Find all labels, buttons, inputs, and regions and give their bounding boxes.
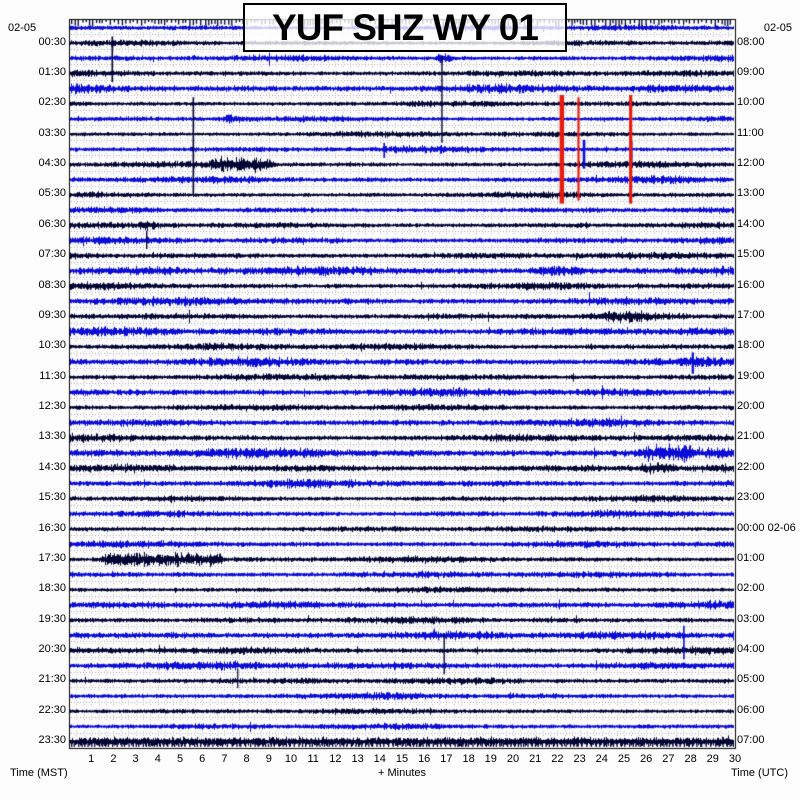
minute-tick-label: 25 (617, 753, 631, 765)
minute-tick-label: 22 (551, 753, 564, 765)
minute-tick-label: 14 (373, 753, 386, 765)
utc-time-label: 03:00 (737, 612, 765, 625)
minute-tick-label: 1 (88, 753, 95, 765)
minute-tick-label: 10 (284, 753, 298, 765)
mst-time-label: 10:30 (38, 339, 66, 352)
mst-time-label: 22:30 (38, 703, 66, 716)
utc-time-label: 04:00 (737, 643, 765, 656)
minute-tick-label: 20 (506, 753, 520, 765)
minute-tick-label: 30 (728, 753, 742, 765)
utc-time-label: 12:00 (737, 157, 765, 170)
minute-tick-label: 2 (110, 753, 117, 765)
minute-tick-label: 23 (573, 753, 586, 765)
station-title-box: YUF SHZ WY 01 (243, 3, 567, 52)
utc-time-label: 18:00 (737, 339, 765, 352)
utc-time-label: 16:00 (737, 278, 765, 291)
minute-tick-label: 16 (418, 753, 431, 765)
mst-time-label: 19:30 (38, 612, 66, 625)
minute-tick-label: 9 (265, 753, 272, 765)
utc-time-label: 00:00 02-06 (737, 521, 796, 534)
minute-tick-label: 8 (243, 753, 250, 765)
minute-tick-label: 19 (484, 753, 497, 765)
minute-tick-label: 21 (529, 753, 542, 765)
minute-tick-label: 11 (307, 753, 319, 765)
minute-tick-label: 18 (462, 753, 475, 765)
utc-time-label: 05:00 (737, 673, 765, 686)
utc-time-label: 01:00 (737, 551, 765, 564)
utc-time-label: 02:00 (737, 582, 765, 595)
minute-tick-label: 15 (395, 753, 409, 765)
mst-time-label: 12:30 (38, 400, 66, 413)
minute-tick-label: 13 (351, 753, 364, 765)
minutes-axis-caption: + Minutes (378, 767, 426, 779)
utc-time-label: 20:00 (737, 400, 765, 413)
utc-axis-caption: Time (UTC) (730, 767, 788, 779)
utc-time-label: 08:00 (737, 35, 765, 48)
mst-time-label: 11:30 (39, 369, 66, 382)
minute-tick-label: 24 (595, 753, 608, 765)
utc-time-label: 10:00 (737, 96, 765, 109)
mst-time-label: 09:30 (38, 308, 66, 321)
mst-time-label: 01:30 (38, 65, 66, 78)
minute-tick-label: 27 (662, 753, 675, 765)
utc-time-label: 13:00 (737, 187, 765, 200)
utc-time-label: 21:00 (737, 430, 765, 443)
minute-tick-label: 17 (440, 753, 453, 765)
station-title: YUF SHZ WY 01 (272, 6, 539, 48)
utc-time-label: 09:00 (737, 65, 765, 78)
mst-time-label: 16:30 (38, 521, 66, 534)
mst-time-label: 05:30 (38, 187, 66, 200)
mst-time-label: 18:30 (38, 582, 66, 595)
mst-time-label: 03:30 (38, 126, 66, 139)
utc-time-label: 22:00 (737, 460, 765, 473)
utc-time-label: 15:00 (737, 248, 765, 261)
minute-tick-label: 5 (176, 753, 184, 765)
date-label-right: 02-05 (763, 22, 792, 34)
minute-tick-label: 7 (221, 753, 228, 765)
mst-axis-caption: Time (MST) (10, 767, 68, 779)
mst-time-label: 02:30 (38, 96, 66, 109)
mst-time-label: 06:30 (38, 217, 66, 230)
utc-time-label: 19:00 (737, 369, 765, 382)
mst-time-label: 13:30 (38, 430, 66, 443)
mst-time-label: 00:30 (38, 35, 66, 48)
date-label-left: 02-05 (8, 22, 37, 34)
minute-tick-label: 29 (706, 753, 719, 765)
mst-time-label: 15:30 (38, 491, 66, 504)
minute-tick-label: 28 (684, 753, 697, 765)
mst-time-label: 08:30 (38, 278, 66, 291)
minute-tick-label: 4 (154, 753, 161, 765)
mst-time-label: 17:30 (38, 551, 66, 564)
mst-time-label: 23:30 (38, 734, 66, 747)
utc-time-label: 14:00 (737, 217, 765, 230)
utc-time-label: 11:00 (737, 126, 764, 139)
minute-tick-label: 3 (132, 753, 139, 765)
mst-time-label: 21:30 (38, 673, 66, 686)
mst-time-label: 07:30 (38, 248, 66, 261)
mst-time-label: 04:30 (38, 157, 66, 170)
minute-tick-label: 6 (199, 753, 206, 765)
utc-time-label: 17:00 (737, 308, 765, 321)
utc-time-label: 23:00 (737, 491, 765, 504)
utc-time-label: 07:00 (737, 734, 765, 747)
minute-tick-label: 26 (640, 753, 653, 765)
mst-time-label: 14:30 (38, 460, 66, 473)
minute-tick-label: 12 (329, 753, 342, 765)
utc-time-label: 06:00 (737, 703, 765, 716)
mst-time-label: 20:30 (38, 643, 66, 656)
